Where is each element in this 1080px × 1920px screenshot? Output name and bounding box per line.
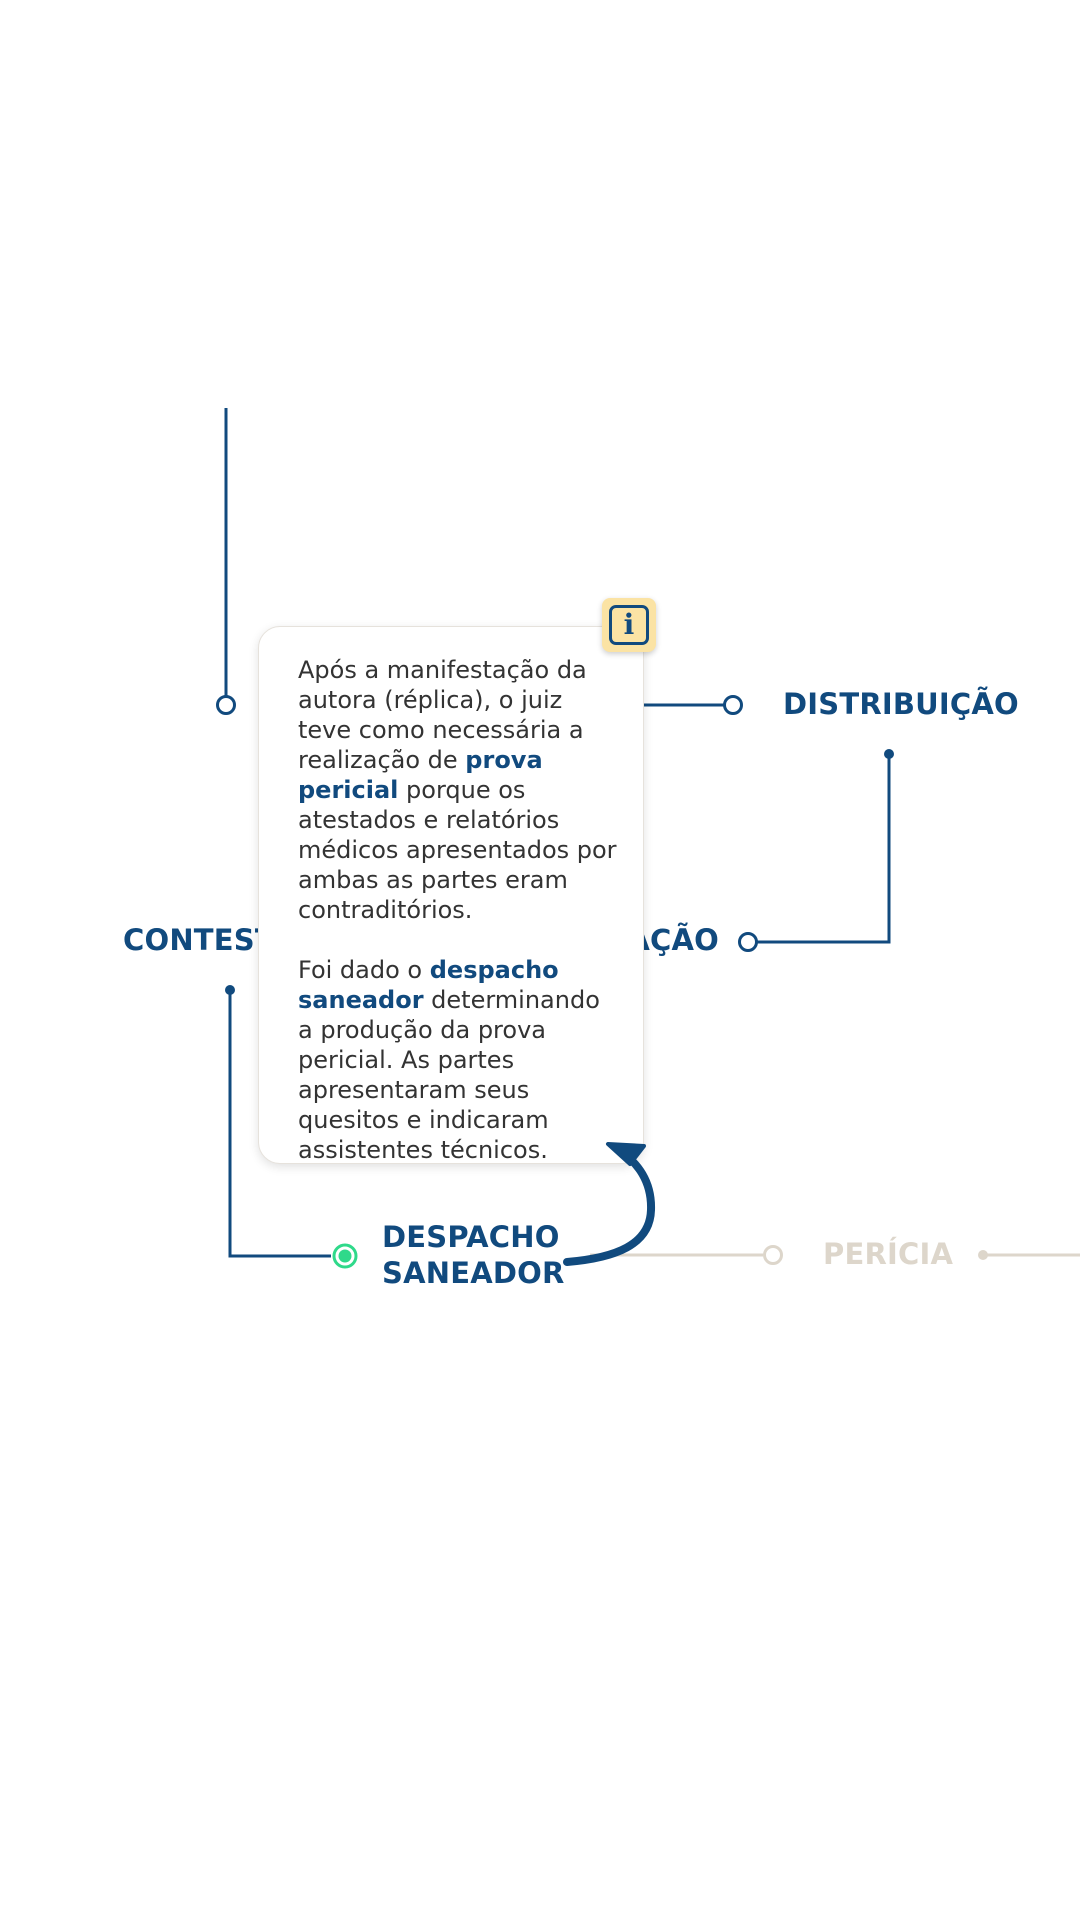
connector-line — [228, 990, 331, 1258]
node-marker-despacho-saneador-fill — [338, 1249, 352, 1263]
tooltip-text: determinando a produção da prova pericia… — [298, 986, 600, 1164]
tooltip-highlight: despacho saneador — [298, 956, 559, 1014]
info-tooltip: Após a manifestação da autora (réplica),… — [258, 626, 644, 1164]
node-marker-citacao — [738, 932, 758, 952]
tooltip-paragraph: Após a manifestação da autora (réplica),… — [298, 655, 621, 925]
node-label-distribuicao[interactable]: DISTRIBUIÇÃO — [783, 687, 1019, 721]
info-icon: i — [609, 605, 649, 645]
node-label-pericia[interactable]: PERÍCIA — [823, 1237, 954, 1271]
tooltip-text: Foi dado o — [298, 956, 430, 984]
node-marker-distribuicao — [723, 695, 743, 715]
tooltip-text: Após a manifestação da autora (réplica),… — [298, 656, 587, 774]
connector-line — [757, 754, 891, 944]
tooltip-text: porque os atestados e relatórios médicos… — [298, 776, 617, 924]
tooltip-highlight: prova pericial — [298, 746, 543, 804]
info-button[interactable]: i — [602, 598, 656, 652]
node-marker — [216, 695, 236, 715]
tooltip-paragraph: Foi dado o despacho saneador determinand… — [298, 955, 621, 1165]
node-label-despacho-saneador[interactable]: DESPACHO SANEADOR — [382, 1220, 565, 1291]
node-marker-pericia — [763, 1245, 783, 1265]
